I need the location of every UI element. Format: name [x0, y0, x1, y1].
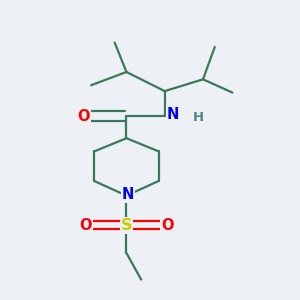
Text: O: O [80, 218, 92, 232]
Text: O: O [77, 109, 90, 124]
Text: O: O [161, 218, 173, 232]
Text: S: S [121, 218, 132, 232]
Text: H: H [193, 111, 204, 124]
Text: N: N [122, 187, 134, 202]
Text: N: N [167, 107, 179, 122]
